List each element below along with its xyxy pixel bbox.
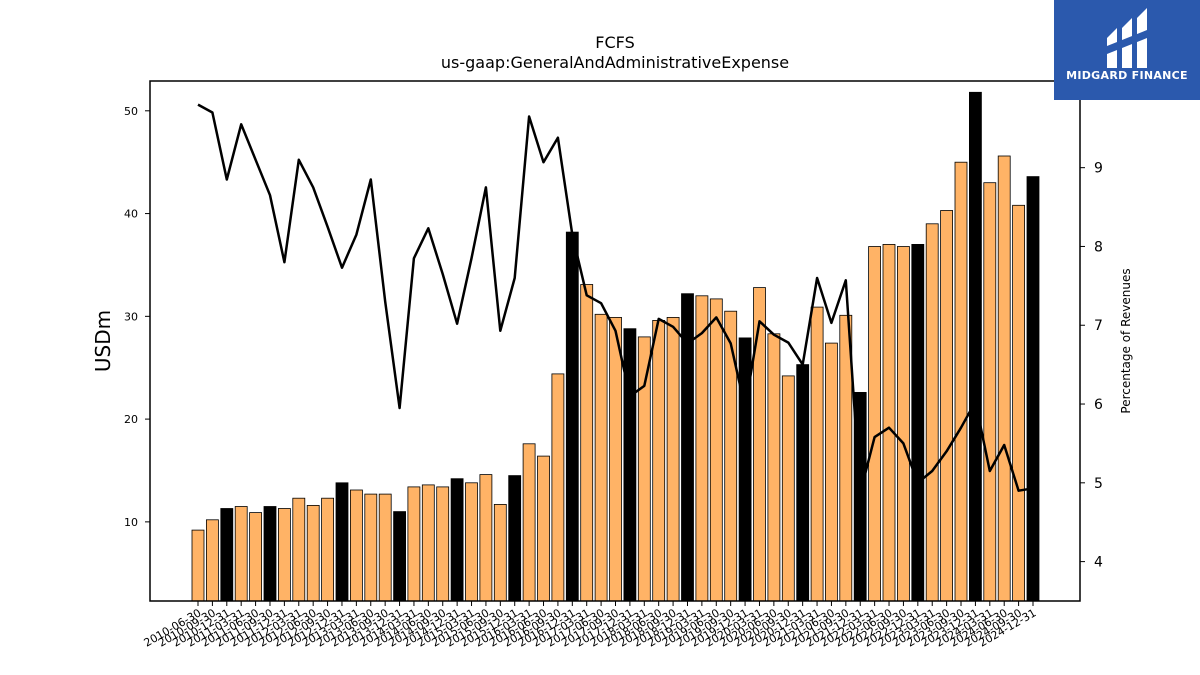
y-tick-label: 50 [124, 105, 138, 118]
bar-2018-03-31 [637, 336, 651, 602]
bar-2015-09-30 [493, 503, 507, 602]
bar-2016-12-31 [565, 231, 579, 602]
bar-2024-12-31 [1026, 176, 1040, 602]
bar-2012-12-31 [335, 482, 349, 602]
bar-2022-12-31 [911, 243, 925, 602]
bar-2018-06-30 [652, 319, 666, 602]
x-axis: 2010-06-302010-09-302010-12-312011-03-31… [142, 601, 1039, 650]
bar-2017-06-30 [594, 313, 608, 602]
bar-2012-03-31 [292, 497, 306, 602]
bar-2021-06-30 [825, 342, 838, 602]
bar-2011-06-30 [249, 512, 263, 602]
bar-2023-03-31 [925, 223, 939, 602]
y-tick-label: 40 [124, 208, 138, 221]
bar-2010-09-30 [205, 519, 219, 602]
bar-2020-12-31 [796, 364, 810, 602]
bar-2014-09-30 [436, 486, 450, 602]
bar-2012-06-30 [306, 504, 320, 602]
bar-2024-06-30 [997, 155, 1011, 602]
bar-2021-03-31 [810, 306, 824, 602]
bar-2013-03-31 [349, 489, 363, 602]
y2-tick-label: 5 [1094, 476, 1103, 492]
y-axis-left: 10 20 30 40 50 [124, 105, 150, 529]
logo-mark-icon [1107, 8, 1147, 68]
bar-2017-09-30 [609, 316, 622, 602]
y-axis-right: 4 5 6 7 8 9 [1080, 161, 1103, 571]
bar-2022-03-31 [868, 246, 881, 602]
bar-2020-06-30 [767, 333, 781, 602]
logo-text: MIDGARD FINANCE [1066, 69, 1188, 82]
bar-2016-06-30 [537, 455, 550, 602]
bar-2018-09-30 [666, 316, 680, 602]
chart-subtitle: us-gaap:GeneralAndAdministrativeExpense [441, 53, 789, 72]
y2-tick-label: 7 [1094, 318, 1103, 334]
y2-tick-label: 8 [1094, 239, 1103, 255]
y2-tick-label: 4 [1094, 555, 1103, 571]
bar-2013-12-31 [393, 511, 407, 602]
bar-2024-09-30 [1012, 204, 1025, 602]
bar-2023-06-30 [940, 210, 953, 602]
bar-2013-06-30 [364, 493, 378, 602]
bar-2020-03-31 [753, 287, 766, 602]
bar-2010-06-30 [191, 529, 205, 602]
chart-title: FCFS [595, 33, 634, 52]
series-line-percentage [197, 103, 1034, 495]
y-tick-label: 10 [124, 516, 138, 529]
y2-tick-label: 9 [1094, 161, 1103, 177]
bar-2014-03-31 [407, 486, 421, 602]
bar-2015-12-31 [508, 475, 522, 602]
bar-2010-12-31 [220, 508, 234, 602]
bar-2016-03-31 [522, 443, 536, 602]
bar-2012-09-30 [321, 497, 335, 602]
bar-2019-09-30 [724, 310, 738, 602]
bar-2022-06-30 [882, 243, 896, 602]
y-axis-label: USDm [91, 310, 115, 372]
y2-axis-label: Percentage of Revenues [1119, 268, 1133, 413]
bar-2011-09-30 [263, 506, 277, 602]
y-tick-label: 20 [124, 413, 138, 426]
bar-2023-12-31 [969, 91, 982, 602]
bar-2015-06-30 [479, 474, 493, 602]
bar-2020-09-30 [781, 375, 795, 602]
bar-2014-06-30 [421, 484, 435, 602]
bar-2024-03-31 [983, 182, 997, 602]
y-tick-label: 30 [124, 310, 138, 323]
bar-2014-12-31 [450, 478, 464, 602]
bar-2017-12-31 [623, 328, 637, 602]
bar-2013-09-30 [378, 493, 392, 602]
bar-2011-12-31 [277, 508, 291, 602]
bar-group [191, 91, 1040, 602]
bar-2011-03-31 [234, 506, 248, 602]
bar-2015-03-31 [465, 482, 478, 602]
bar-2017-03-31 [580, 284, 594, 602]
bar-2019-06-30 [709, 298, 723, 602]
bar-2016-09-30 [551, 373, 565, 602]
y2-tick-label: 6 [1094, 397, 1103, 413]
bar-2019-03-31 [695, 295, 709, 602]
plot-frame [149, 80, 1081, 602]
brand-logo: MIDGARD FINANCE [1054, 0, 1200, 100]
bar-2023-09-30 [954, 161, 968, 602]
bar-2022-09-30 [897, 246, 910, 602]
